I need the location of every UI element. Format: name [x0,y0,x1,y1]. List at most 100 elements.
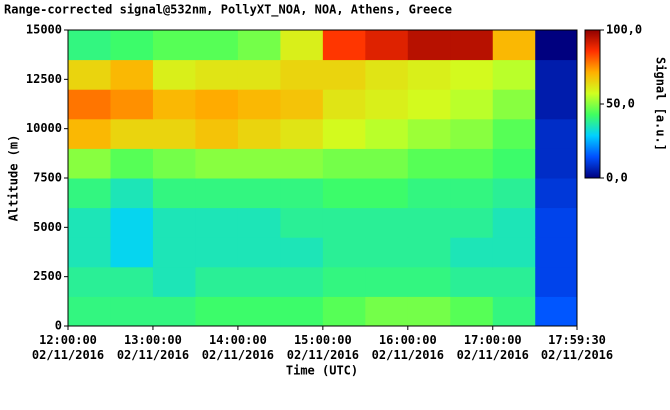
heatmap-cell [195,207,239,238]
y-axis-label: Altitude (m) [7,135,21,222]
colorbar-label: Signal [a.u.] [654,57,668,151]
heatmap-cell [280,59,324,90]
heatmap-cell [152,296,196,327]
heatmap-cell [110,148,154,179]
heatmap-cell [407,266,451,297]
heatmap-cell [492,59,536,90]
heatmap-cell [450,59,494,90]
heatmap-cell [535,266,578,297]
heatmap-cell [195,237,239,268]
heatmap-cell [407,237,451,268]
chart-title: Range-corrected signal@532nm, PollyXT_NO… [4,3,452,18]
heatmap-cell [450,30,494,61]
heatmap-cell [237,296,281,327]
heatmap-cell [365,237,409,268]
heatmap-cell [322,178,366,209]
heatmap-cell [110,296,154,327]
heatmap-cell [110,178,154,209]
heatmap-cell [365,296,409,327]
heatmap-cell [110,207,154,238]
heatmap-cell [110,237,154,268]
heatmap-cell [237,59,281,90]
heatmap-cell [535,148,578,179]
heatmap-cell [68,266,111,297]
heatmap-cell [68,148,111,179]
heatmap-cell [68,296,111,327]
heatmap-cell [280,118,324,149]
heatmap-cell [492,296,536,327]
heatmap-cell [152,237,196,268]
heatmap-cell [535,118,578,149]
heatmap-cell [492,118,536,149]
y-tick-label: 5000 [33,220,62,234]
heatmap-cell [195,148,239,179]
heatmap-cell [195,59,239,90]
heatmap-cell [195,266,239,297]
heatmap-cell [535,178,578,209]
heatmap-cell [152,30,196,61]
heatmap-cell [492,148,536,179]
heatmap-cell [237,237,281,268]
x-tick-label: 17:59:30 02/11/2016 [541,333,613,362]
x-tick-label: 16:00:00 02/11/2016 [372,333,444,362]
heatmap-cell [322,266,366,297]
heatmap-cell [68,59,111,90]
heatmap-cell [450,118,494,149]
heatmap-cell [407,59,451,90]
heatmap-cell [110,266,154,297]
heatmap-cell [535,296,578,327]
heatmap-cell [365,178,409,209]
heatmap-cell [195,89,239,120]
heatmap-cell [195,118,239,149]
x-axis-label: Time (UTC) [286,364,358,378]
heatmap-cell [152,118,196,149]
heatmap-cell [152,148,196,179]
x-tick-label: 17:00:00 02/11/2016 [457,333,529,362]
heatmap-cell [450,89,494,120]
heatmap-cell [237,30,281,61]
heatmap-cell [68,118,111,149]
heatmap-cell [152,207,196,238]
heatmap-cell [195,296,239,327]
heatmap-cell [322,148,366,179]
heatmap-cell [492,89,536,120]
heatmap-cell [450,207,494,238]
heatmap-cell [237,89,281,120]
heatmap-cell [492,30,536,61]
heatmap-cell [280,237,324,268]
heatmap-cell [492,237,536,268]
y-tick-label: 2500 [33,269,62,283]
heatmap-cell [280,30,324,61]
heatmap-cell [492,178,536,209]
heatmap-cell [407,118,451,149]
heatmap-cell [152,178,196,209]
heatmap-cell [535,237,578,268]
heatmap-cell [322,89,366,120]
heatmap-cell [407,207,451,238]
heatmap-cell [492,207,536,238]
heatmap-cell [535,89,578,120]
heatmap-cell [365,118,409,149]
heatmap-cell [450,266,494,297]
y-tick-label: 7500 [33,171,62,185]
x-tick-label: 13:00:00 02/11/2016 [117,333,189,362]
heatmap-cell [68,178,111,209]
x-tick-label: 14:00:00 02/11/2016 [202,333,274,362]
heatmap-cell [450,178,494,209]
heatmap-cell [322,30,366,61]
heatmap-cell [407,178,451,209]
heatmap-cell [280,296,324,327]
heatmap-cell [322,59,366,90]
y-tick-label: 10000 [26,121,62,135]
heatmap-cell [535,59,578,90]
heatmap-cell [407,89,451,120]
heatmap-cell [407,30,451,61]
heatmap-cell [407,148,451,179]
y-tick-label: 0 [55,319,62,333]
heatmap-cell [322,118,366,149]
heatmap-cell [535,207,578,238]
heatmap-cell [110,118,154,149]
y-tick-label: 15000 [26,23,62,37]
heatmap-cell [152,266,196,297]
heatmap-cell [237,148,281,179]
